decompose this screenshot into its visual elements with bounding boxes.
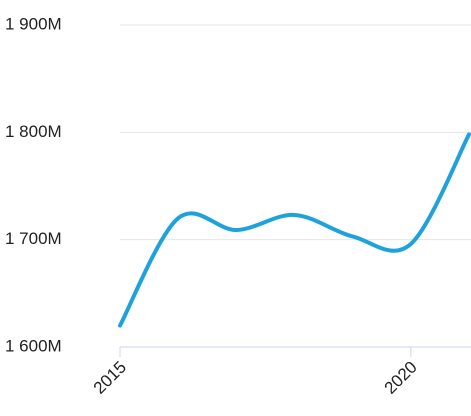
- x-tick-label: 2015: [90, 358, 130, 398]
- y-tick-label: 1 600M: [5, 336, 62, 355]
- x-tick-label: 2020: [381, 358, 421, 398]
- line: [118, 132, 471, 328]
- y-tick-label: 1 800M: [5, 122, 62, 141]
- y-tick-label: 1 900M: [5, 14, 62, 33]
- y-tick-label: 1 700M: [5, 229, 62, 248]
